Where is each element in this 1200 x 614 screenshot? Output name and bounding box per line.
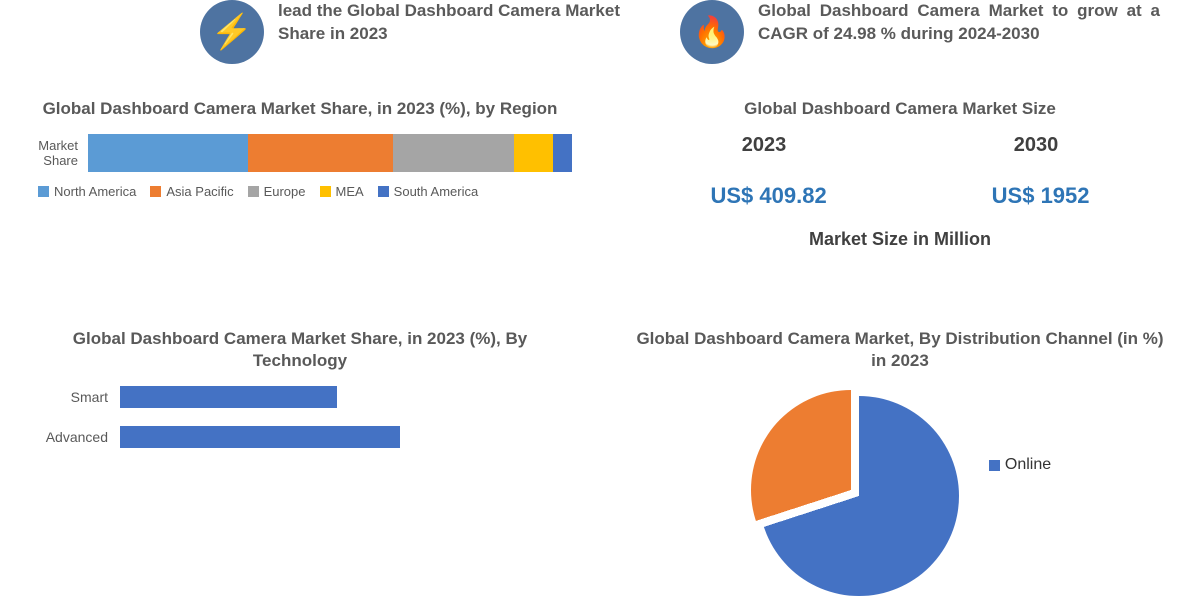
region-stacked-bar: Market Share: [28, 134, 572, 172]
legend-item: North America: [38, 184, 136, 199]
technology-chart: Global Dashboard Camera Market Share, in…: [0, 320, 600, 614]
legend-swatch: [38, 186, 49, 197]
distribution-pie: [749, 386, 969, 606]
market-size-block: Global Dashboard Camera Market Size 2023…: [600, 90, 1200, 320]
legend-item: MEA: [320, 184, 364, 199]
flame-icon: 🔥: [680, 0, 744, 64]
callout-right: 🔥 Global Dashboard Camera Market to grow…: [680, 0, 1160, 64]
region-legend: North America Asia Pacific Europe MEA South …: [28, 184, 572, 199]
callout-left-text: lead the Global Dashboard Camera Market …: [278, 0, 620, 46]
legend-label: Online: [1005, 456, 1051, 474]
market-size-title: Global Dashboard Camera Market Size: [628, 98, 1172, 120]
region-y-label: Market Share: [28, 138, 78, 169]
legend-item: Asia Pacific: [150, 184, 233, 199]
distribution-chart: Global Dashboard Camera Market, By Distr…: [600, 320, 1200, 614]
distribution-chart-title: Global Dashboard Camera Market, By Distr…: [628, 328, 1172, 372]
technology-bar-fill: [120, 386, 337, 408]
callout-left: ⚡ lead the Global Dashboard Camera Marke…: [200, 0, 620, 64]
legend-item: Europe: [248, 184, 306, 199]
technology-bar-fill: [120, 426, 400, 448]
legend-label: North America: [54, 184, 136, 199]
market-size-caption: Market Size in Million: [628, 229, 1172, 250]
legend-swatch: [150, 186, 161, 197]
region-segment: [514, 134, 553, 172]
legend-label: MEA: [336, 184, 364, 199]
distribution-legend: Online: [989, 456, 1051, 474]
technology-bar-row: Smart: [28, 386, 572, 408]
legend-item: South America: [378, 184, 479, 199]
region-segment: [393, 134, 514, 172]
legend-swatch: [989, 460, 1000, 471]
legend-label: Asia Pacific: [166, 184, 233, 199]
region-segment: [553, 134, 572, 172]
legend-label: Europe: [264, 184, 306, 199]
legend-label: South America: [394, 184, 479, 199]
technology-bar-label: Advanced: [28, 429, 108, 445]
pie-slice-exploded: [751, 390, 951, 590]
top-callouts: ⚡ lead the Global Dashboard Camera Marke…: [0, 0, 1200, 74]
market-size-year-start: 2023: [742, 134, 787, 157]
lightning-icon: ⚡: [200, 0, 264, 64]
market-size-value-end: US$ 1952: [992, 183, 1090, 209]
legend-swatch: [378, 186, 389, 197]
region-chart-title: Global Dashboard Camera Market Share, in…: [28, 98, 572, 120]
region-chart: Global Dashboard Camera Market Share, in…: [0, 90, 600, 320]
region-segment: [88, 134, 248, 172]
region-segment: [248, 134, 393, 172]
market-size-year-end: 2030: [1014, 134, 1059, 157]
callout-right-text: Global Dashboard Camera Market to grow a…: [758, 0, 1160, 46]
market-size-value-start: US$ 409.82: [710, 183, 826, 209]
technology-chart-title: Global Dashboard Camera Market Share, in…: [28, 328, 572, 372]
technology-bar-row: Advanced: [28, 426, 572, 448]
legend-swatch: [248, 186, 259, 197]
legend-swatch: [320, 186, 331, 197]
legend-item: Online: [989, 456, 1051, 474]
technology-bar-label: Smart: [28, 389, 108, 405]
